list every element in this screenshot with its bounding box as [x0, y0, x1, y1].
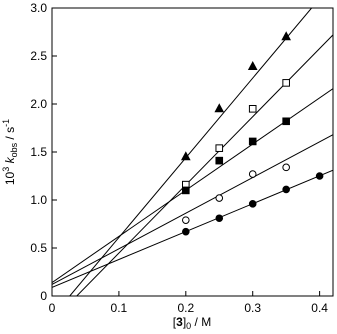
fit-line	[52, 169, 333, 288]
fit-line	[76, 34, 333, 296]
y-tick-label: 2.0	[30, 97, 47, 111]
x-tick-label: 0.3	[244, 301, 261, 315]
point	[247, 60, 258, 71]
fit-line	[69, 8, 312, 296]
point	[215, 194, 224, 202]
y-axis-label: 103 kobs / s-1	[1, 119, 19, 185]
y-tick-label: 0.5	[30, 241, 47, 255]
y-tick-label: 0	[40, 289, 47, 303]
x-axis-label: [3]0 / M	[173, 315, 211, 331]
point	[282, 185, 290, 194]
point	[248, 105, 257, 113]
point	[248, 137, 257, 146]
x-tick-label: 0.1	[111, 301, 128, 315]
point	[215, 156, 224, 165]
y-tick-label: 1.0	[30, 193, 47, 207]
x-tick-label: 0.2	[177, 301, 194, 315]
plot-frame	[51, 7, 334, 297]
y-tick-label: 2.5	[30, 49, 47, 63]
point	[182, 216, 190, 224]
y-tick-label: 3.0	[30, 1, 47, 15]
fit-line	[52, 88, 333, 283]
fit-line	[52, 134, 333, 285]
point	[215, 214, 224, 223]
point	[281, 31, 291, 41]
point	[248, 200, 257, 208]
point	[282, 79, 290, 87]
point	[248, 170, 257, 178]
point	[282, 117, 290, 126]
point	[315, 172, 324, 180]
x-tick-label: 0.4	[311, 301, 328, 315]
point	[182, 227, 190, 236]
point	[180, 151, 191, 161]
point	[214, 103, 225, 113]
y-tick-label: 1.5	[30, 145, 47, 159]
point	[182, 186, 190, 195]
x-tick-label: 0	[49, 301, 56, 315]
point	[215, 144, 224, 152]
point	[282, 163, 290, 172]
